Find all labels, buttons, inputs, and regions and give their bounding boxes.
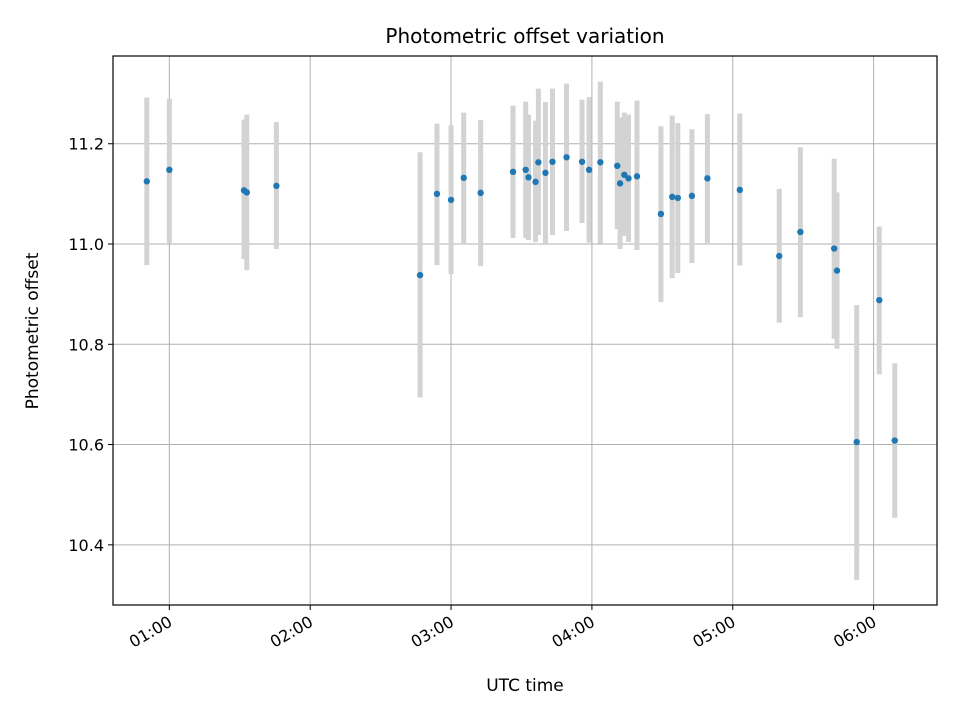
data-point: [621, 171, 628, 179]
data-point: [688, 192, 696, 200]
y-tick-label: 10.4: [68, 536, 104, 555]
y-axis: 10.4 10.6 10.8 11.0 11.2: [68, 135, 113, 555]
data-point: [616, 180, 624, 187]
data-point: [830, 245, 838, 252]
plot-frame: [112, 55, 938, 606]
data-point: [797, 228, 804, 236]
y-tick-label: 10.8: [68, 335, 104, 354]
data-point: [625, 175, 632, 182]
data-point: [522, 166, 529, 174]
data-point: [674, 194, 682, 202]
data-point: [542, 169, 549, 177]
data-point: [525, 174, 532, 181]
data-point: [853, 438, 860, 446]
x-axis-label: UTC time: [486, 676, 564, 696]
data-point: [891, 437, 898, 444]
data-point: [509, 168, 517, 176]
data-point: [166, 166, 173, 174]
data-point: [704, 175, 711, 182]
y-tick-label: 11.2: [68, 135, 104, 154]
chart-title: Photometric offset variation: [385, 24, 664, 48]
data-point: [477, 189, 484, 197]
data-point: [597, 159, 604, 166]
data-points: [143, 154, 898, 446]
data-point: [273, 182, 280, 190]
data-point: [776, 252, 783, 260]
data-point: [433, 190, 441, 198]
y-axis-label: Photometric offset: [23, 252, 43, 409]
data-point: [460, 174, 467, 182]
data-point: [633, 173, 641, 180]
data-point: [549, 158, 556, 165]
y-tick-label: 10.6: [68, 436, 104, 455]
data-point: [668, 193, 676, 201]
data-point: [447, 196, 455, 204]
data-point: [532, 178, 539, 186]
data-point: [143, 178, 151, 185]
data-point: [614, 162, 621, 169]
data-point: [585, 166, 593, 174]
y-tick-label: 11.0: [68, 235, 104, 254]
data-point: [416, 271, 424, 279]
data-point: [657, 210, 665, 218]
data-point: [578, 158, 586, 165]
data-point: [833, 267, 841, 274]
data-point: [736, 186, 744, 194]
data-point: [876, 296, 883, 304]
data-point: [563, 154, 570, 161]
data-point: [535, 159, 542, 166]
data-point: [243, 189, 251, 196]
